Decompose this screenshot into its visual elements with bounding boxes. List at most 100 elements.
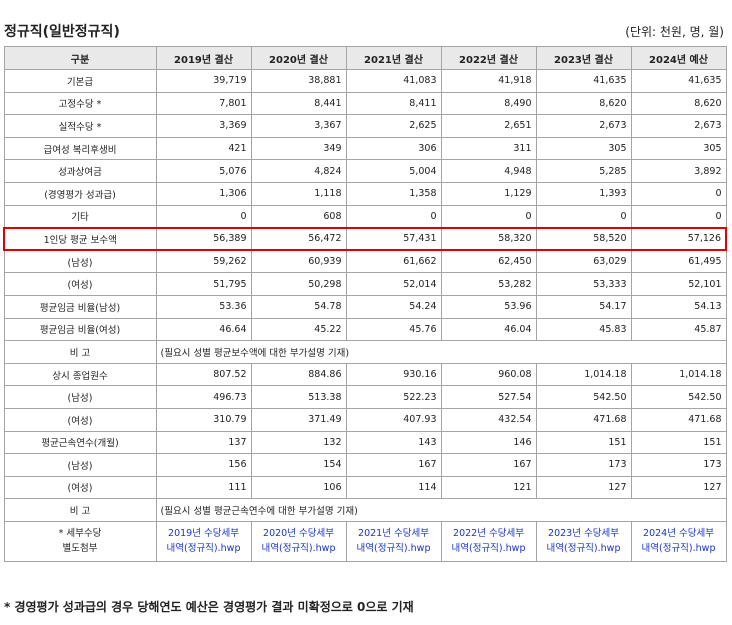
attachment-link-line1[interactable]: 2022년 수당세부 <box>453 528 524 540</box>
table-row: 고정수당 * 7,801 8,441 8,411 8,490 8,620 8,620 <box>3 91 727 116</box>
footnote: * 경영평가 성과급의 경우 당해연도 예산은 경영평가 결과 미확정으로 0으… <box>4 600 414 614</box>
table-body: 기본급 39,719 38,881 41,083 41,918 41,635 41,635 고… <box>3 69 727 562</box>
value-cell: 2,651 <box>440 114 537 138</box>
value-cell: 421 <box>155 136 252 161</box>
header-year-2024: 2024년 예산 <box>630 46 727 70</box>
value-cell: 56,472 <box>250 226 347 252</box>
value-cell: 54.13 <box>630 294 727 319</box>
value-cell: 371.49 <box>250 407 347 432</box>
table-row: 기본급 39,719 38,881 41,083 41,918 41,635 41,635 <box>3 69 727 93</box>
table-row: 실적수당 * 3,369 3,367 2,625 2,651 2,673 2,673 <box>3 114 727 138</box>
value-cell: 46.04 <box>440 317 537 342</box>
value-cell: 0 <box>345 204 442 229</box>
attachment-link-line2[interactable]: 내역(정규직).hwp <box>546 543 621 555</box>
row-label: 급여성 복리후생비 <box>3 136 157 161</box>
attachment-link-line2[interactable]: 내역(정규직).hwp <box>451 543 526 555</box>
value-cell: 0 <box>155 204 252 229</box>
row-label: 1인당 평균 보수액 <box>3 226 157 252</box>
attachment-link-line1[interactable]: 2024년 수당세부 <box>643 528 714 540</box>
row-label: 성과상여금 <box>3 159 157 183</box>
value-cell: 513.38 <box>250 385 347 409</box>
value-cell: 54.78 <box>250 294 347 319</box>
value-cell: 8,620 <box>630 91 727 116</box>
value-cell: 1,306 <box>155 181 252 206</box>
table-row: 1인당 평균 보수액 56,389 56,472 57,431 58,320 58,520… <box>3 226 727 252</box>
header-year-2023: 2023년 결산 <box>535 46 632 70</box>
attachment-link-line2[interactable]: 내역(정규직).hwp <box>261 543 336 555</box>
value-cell: 4,948 <box>440 159 537 183</box>
value-cell: 41,635 <box>630 69 727 93</box>
row-label: 비 고 <box>3 340 157 364</box>
unit-label: (단위: 천원, 명, 월) <box>625 25 724 39</box>
attachment-link-line2[interactable]: 내역(정규직).hwp <box>356 543 431 555</box>
header-category: 구분 <box>3 46 157 70</box>
value-cell: 3,892 <box>630 159 727 183</box>
attachment-link-line2[interactable]: 내역(정규직).hwp <box>166 543 241 555</box>
value-cell: 57,126 <box>630 226 727 252</box>
attachment-link-line1[interactable]: 2020년 수당세부 <box>263 528 334 540</box>
row-label: 평균임금 비율(여성) <box>3 317 157 342</box>
value-cell: 930.16 <box>345 362 442 387</box>
value-cell: 4,824 <box>250 159 347 183</box>
value-cell: 52,101 <box>630 272 727 296</box>
value-cell: 471.68 <box>535 407 632 432</box>
value-cell: 2,673 <box>630 114 727 138</box>
value-cell: 5,285 <box>535 159 632 183</box>
value-cell: 542.50 <box>535 385 632 409</box>
remark-cell: (필요시 성별 평균근속연수에 대한 부가설명 기재) <box>155 498 727 522</box>
header-year-2019: 2019년 결산 <box>155 46 252 70</box>
value-cell: 51,795 <box>155 272 252 296</box>
value-cell: 45.83 <box>535 317 632 342</box>
value-cell: 58,320 <box>440 226 537 252</box>
table-row: (여성) 51,795 50,298 52,014 53,282 53,333 52,101 <box>3 272 727 296</box>
row-label: 상시 종업원수 <box>3 362 157 387</box>
title-row: 정규직(일반정규직) (단위: 천원, 명, 월) <box>4 21 726 41</box>
value-cell: 50,298 <box>250 272 347 296</box>
attachment-link-line1[interactable]: 2019년 수당세부 <box>168 528 239 540</box>
row-label: (여성) <box>3 272 157 296</box>
table-row: 평균임금 비율(남성) 53.36 54.78 54.24 53.96 54.17 54.1… <box>3 294 727 319</box>
value-cell: 52,014 <box>345 272 442 296</box>
value-cell: 59,262 <box>155 249 252 274</box>
value-cell: 121 <box>440 475 537 500</box>
attachment-label-line1: * 세부수당 <box>58 528 102 540</box>
row-label: 평균근속연수(개월) <box>3 430 157 455</box>
header-year-2022: 2022년 결산 <box>440 46 537 70</box>
value-cell: 127 <box>630 475 727 500</box>
table-row: 급여성 복리후생비 421 349 306 311 305 305 <box>3 136 727 161</box>
table-row: 평균근속연수(개월) 137 132 143 146 151 151 <box>3 430 727 455</box>
value-cell: 884.86 <box>250 362 347 387</box>
value-cell: 1,393 <box>535 181 632 206</box>
attachment-link-line1[interactable]: 2021년 수당세부 <box>358 528 429 540</box>
value-cell: 407.93 <box>345 407 442 432</box>
value-cell: 39,719 <box>155 69 252 93</box>
value-cell: 41,083 <box>345 69 442 93</box>
value-cell: 349 <box>250 136 347 161</box>
value-cell: 2,673 <box>535 114 632 138</box>
value-cell: 151 <box>630 430 727 455</box>
value-cell: 173 <box>535 453 632 477</box>
value-cell: 56,389 <box>155 226 252 252</box>
value-cell: 45.87 <box>630 317 727 342</box>
value-cell: 1,118 <box>250 181 347 206</box>
header-year-2020: 2020년 결산 <box>250 46 347 70</box>
value-cell: 167 <box>345 453 442 477</box>
value-cell: 310.79 <box>155 407 252 432</box>
value-cell: 608 <box>250 204 347 229</box>
value-cell: 311 <box>440 136 537 161</box>
value-cell: 173 <box>630 453 727 477</box>
attachment-label-line2: 별도첨부 <box>62 543 98 555</box>
value-cell: 960.08 <box>440 362 537 387</box>
value-cell: 2,625 <box>345 114 442 138</box>
attachment-link-line1[interactable]: 2023년 수당세부 <box>548 528 619 540</box>
value-cell: 0 <box>630 181 727 206</box>
attachment-link-line2[interactable]: 내역(정규직).hwp <box>641 543 716 555</box>
value-cell: 143 <box>345 430 442 455</box>
